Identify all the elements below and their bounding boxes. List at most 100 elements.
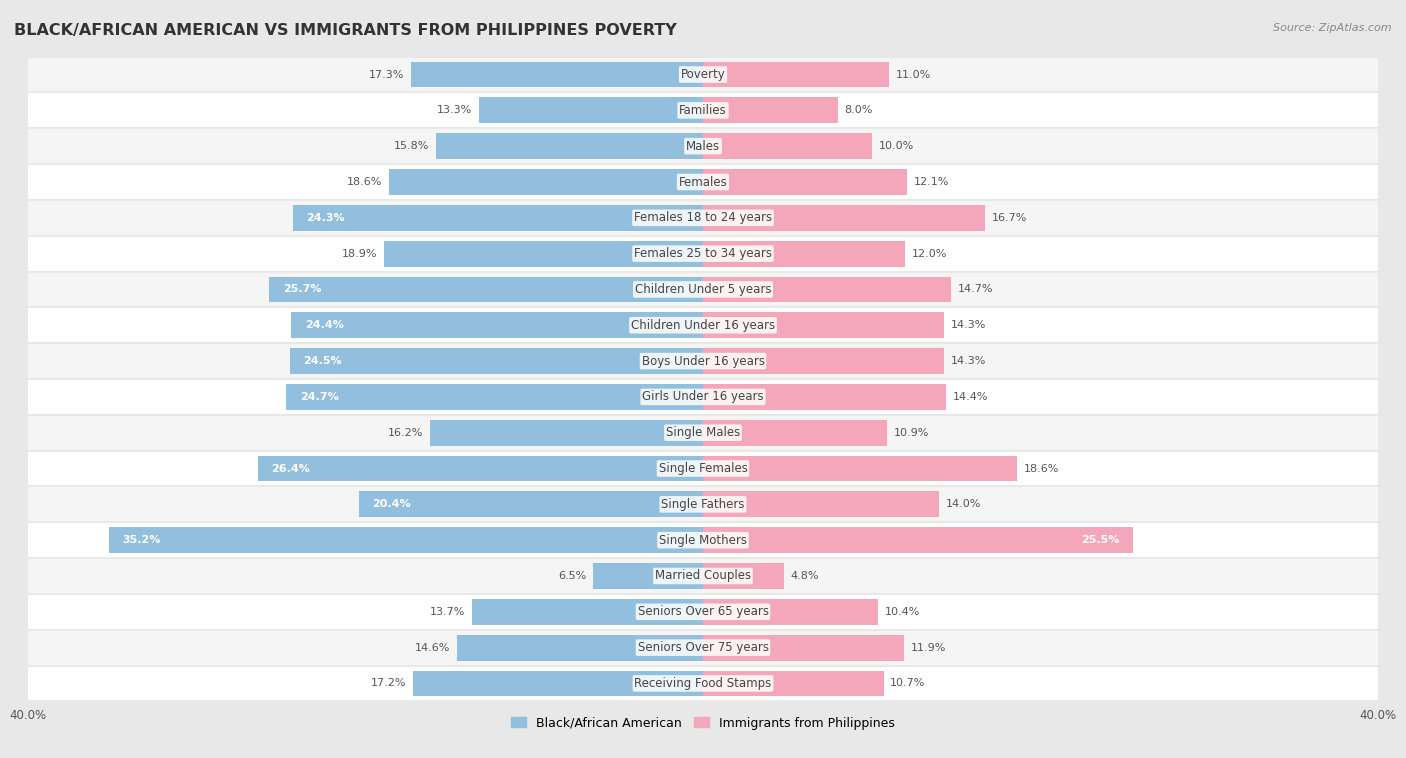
Text: 24.5%: 24.5% (304, 356, 342, 366)
Bar (703, 277, 950, 302)
Text: 15.8%: 15.8% (394, 141, 430, 151)
Bar (703, 384, 946, 410)
Text: 18.9%: 18.9% (342, 249, 377, 258)
Bar (257, 456, 703, 481)
Text: 11.0%: 11.0% (896, 70, 931, 80)
Text: 14.6%: 14.6% (415, 643, 450, 653)
Bar (436, 133, 703, 159)
Text: Females 25 to 34 years: Females 25 to 34 years (634, 247, 772, 260)
Text: 10.0%: 10.0% (879, 141, 914, 151)
Text: 12.0%: 12.0% (912, 249, 948, 258)
Text: 10.7%: 10.7% (890, 678, 925, 688)
Text: 13.7%: 13.7% (430, 607, 465, 617)
Text: 16.7%: 16.7% (991, 213, 1026, 223)
Text: Girls Under 16 years: Girls Under 16 years (643, 390, 763, 403)
Text: 4.8%: 4.8% (790, 571, 820, 581)
Bar (28, 92, 1378, 128)
Bar (28, 343, 1378, 379)
Text: 16.2%: 16.2% (388, 428, 423, 437)
Text: 26.4%: 26.4% (271, 464, 309, 474)
Bar (703, 528, 1133, 553)
Bar (703, 133, 872, 159)
Bar (110, 528, 703, 553)
Bar (478, 98, 703, 124)
Text: 6.5%: 6.5% (558, 571, 586, 581)
Bar (28, 415, 1378, 451)
Text: Females 18 to 24 years: Females 18 to 24 years (634, 211, 772, 224)
Text: Single Females: Single Females (658, 462, 748, 475)
Bar (359, 491, 703, 517)
Bar (28, 594, 1378, 630)
Text: Single Males: Single Males (666, 426, 740, 439)
Text: Females: Females (679, 176, 727, 189)
Bar (472, 599, 703, 625)
Text: 10.4%: 10.4% (886, 607, 921, 617)
Bar (270, 277, 703, 302)
Text: 12.1%: 12.1% (914, 177, 949, 187)
Bar (703, 599, 879, 625)
Text: 18.6%: 18.6% (1024, 464, 1059, 474)
Text: Single Mothers: Single Mothers (659, 534, 747, 547)
Text: 14.7%: 14.7% (957, 284, 993, 294)
Text: 13.3%: 13.3% (437, 105, 472, 115)
Text: Seniors Over 75 years: Seniors Over 75 years (637, 641, 769, 654)
Bar (28, 630, 1378, 666)
Text: BLACK/AFRICAN AMERICAN VS IMMIGRANTS FROM PHILIPPINES POVERTY: BLACK/AFRICAN AMERICAN VS IMMIGRANTS FRO… (14, 23, 676, 38)
Text: Source: ZipAtlas.com: Source: ZipAtlas.com (1274, 23, 1392, 33)
Text: Boys Under 16 years: Boys Under 16 years (641, 355, 765, 368)
Text: Receiving Food Stamps: Receiving Food Stamps (634, 677, 772, 690)
Text: Poverty: Poverty (681, 68, 725, 81)
Text: 24.3%: 24.3% (307, 213, 344, 223)
Text: 11.9%: 11.9% (911, 643, 946, 653)
Bar (457, 634, 703, 660)
Bar (28, 379, 1378, 415)
Text: 25.7%: 25.7% (283, 284, 322, 294)
Bar (703, 563, 785, 589)
Text: 10.9%: 10.9% (894, 428, 929, 437)
Bar (703, 491, 939, 517)
Legend: Black/African American, Immigrants from Philippines: Black/African American, Immigrants from … (506, 712, 900, 735)
Bar (413, 671, 703, 697)
Bar (28, 522, 1378, 558)
Bar (28, 57, 1378, 92)
Text: Males: Males (686, 139, 720, 152)
Bar (703, 456, 1017, 481)
Bar (290, 348, 703, 374)
Bar (28, 128, 1378, 164)
Bar (28, 451, 1378, 487)
Bar (28, 558, 1378, 594)
Text: 17.3%: 17.3% (368, 70, 405, 80)
Bar (28, 236, 1378, 271)
Bar (28, 307, 1378, 343)
Bar (28, 666, 1378, 701)
Bar (703, 312, 945, 338)
Bar (703, 420, 887, 446)
Bar (703, 169, 907, 195)
Text: Married Couples: Married Couples (655, 569, 751, 582)
Text: 14.4%: 14.4% (953, 392, 988, 402)
Bar (28, 487, 1378, 522)
Bar (389, 169, 703, 195)
Bar (384, 241, 703, 267)
Text: 20.4%: 20.4% (373, 500, 411, 509)
Text: 18.6%: 18.6% (347, 177, 382, 187)
Text: Families: Families (679, 104, 727, 117)
Text: 35.2%: 35.2% (122, 535, 160, 545)
Text: Seniors Over 65 years: Seniors Over 65 years (637, 606, 769, 619)
Bar (291, 312, 703, 338)
Bar (292, 205, 703, 230)
Bar (703, 348, 945, 374)
Bar (28, 164, 1378, 200)
Bar (703, 241, 905, 267)
Text: 14.0%: 14.0% (946, 500, 981, 509)
Text: Children Under 5 years: Children Under 5 years (634, 283, 772, 296)
Text: 8.0%: 8.0% (845, 105, 873, 115)
Text: Single Fathers: Single Fathers (661, 498, 745, 511)
Text: 24.4%: 24.4% (305, 321, 343, 330)
Text: 14.3%: 14.3% (950, 321, 987, 330)
Bar (703, 634, 904, 660)
Bar (593, 563, 703, 589)
Bar (28, 271, 1378, 307)
Text: 24.7%: 24.7% (299, 392, 339, 402)
Bar (703, 205, 984, 230)
